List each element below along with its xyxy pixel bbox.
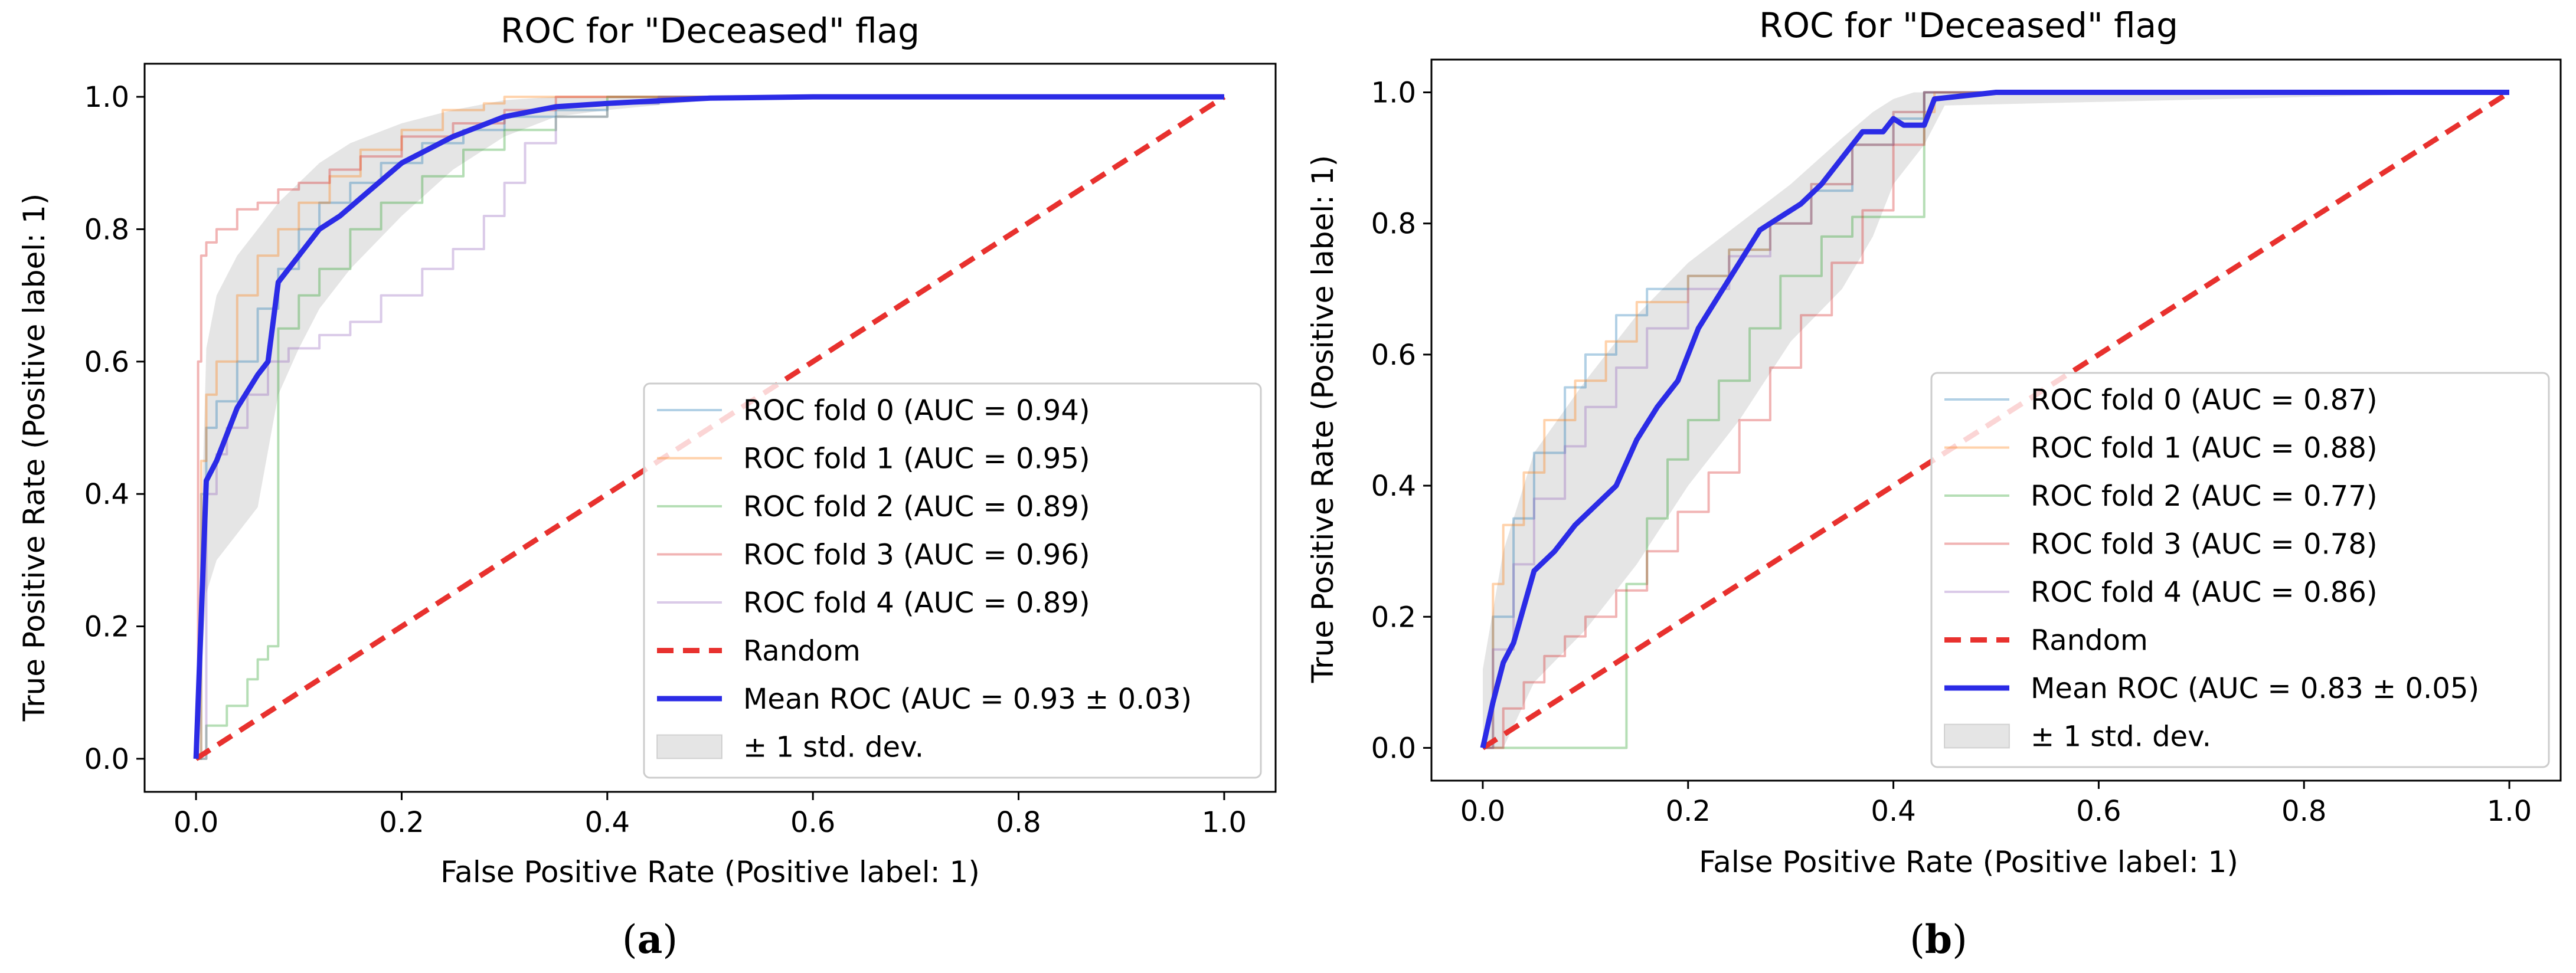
mean-roc-line xyxy=(1480,90,2509,749)
y-tick-label: 0.0 xyxy=(84,743,129,776)
y-tick-label: 1.0 xyxy=(84,81,129,114)
x-tick-label: 0.6 xyxy=(2076,795,2121,828)
x-tick-label: 1.0 xyxy=(2487,795,2532,828)
y-tick-label: 0.8 xyxy=(1371,208,1416,241)
legend-label: ROC fold 2 (AUC = 0.89) xyxy=(743,490,1090,523)
x-tick-label: 0.2 xyxy=(379,806,424,839)
x-tick-label: 0.0 xyxy=(1460,795,1505,828)
y-tick-label: 0.2 xyxy=(1371,601,1416,634)
legend-label: ROC fold 2 (AUC = 0.77) xyxy=(2031,480,2378,513)
fold-roc-line xyxy=(1483,91,2509,749)
y-tick-label: 0.6 xyxy=(1371,339,1416,372)
legend-label: ROC fold 4 (AUC = 0.89) xyxy=(743,587,1090,620)
plot-area: 0.0 0.2 0.4 0.6 0.8 1.0 0.0 0.2 0.4 0.6 0.8 1.0 xyxy=(1371,58,2562,828)
chart-title: ROC for "Deceased" flag xyxy=(501,11,920,51)
legend-label: ROC fold 1 (AUC = 0.88) xyxy=(2031,432,2378,465)
panel-b: ROC for "Deceased" flag True Positive Ra… xyxy=(1306,5,2562,962)
caption-close: ) xyxy=(662,917,678,962)
x-tick-label: 0.8 xyxy=(996,806,1041,839)
x-tick-label: 0.0 xyxy=(174,806,218,839)
y-tick-label: 0.2 xyxy=(84,611,129,644)
legend-label: Random xyxy=(743,635,861,668)
mean-roc-line xyxy=(193,94,1224,759)
legend-frame xyxy=(643,382,1262,779)
y-tick-label: 0.4 xyxy=(84,478,129,511)
caption-close: ) xyxy=(1952,917,1967,962)
legend-label: ± 1 std. dev. xyxy=(2031,720,2211,753)
x-axis-label: False Positive Rate (Positive label: 1) xyxy=(440,855,980,889)
legend-frame xyxy=(1930,372,2550,768)
caption-letter: b xyxy=(1925,916,1952,962)
caption-open: ( xyxy=(1910,917,1925,962)
legend-band-swatch xyxy=(656,734,723,759)
y-axis-label: True Positive Rate (Positive label: 1) xyxy=(1306,155,1340,683)
x-axis-label: False Positive Rate (Positive label: 1) xyxy=(1699,845,2238,879)
fold-roc-line xyxy=(1483,91,2509,749)
legend-label: Mean ROC (AUC = 0.93 ± 0.03) xyxy=(743,683,1192,716)
y-tick-label: 0.8 xyxy=(84,213,129,246)
panel-a: ROC for "Deceased" flag True Positive Ra… xyxy=(17,11,1277,962)
plot-marks xyxy=(1480,90,2511,751)
panel-caption: (a) xyxy=(622,916,678,962)
y-tick-label: 0.4 xyxy=(1371,470,1416,503)
caption-open: ( xyxy=(622,917,638,962)
legend-label: ROC fold 0 (AUC = 0.87) xyxy=(2031,384,2378,417)
legend-label: ± 1 std. dev. xyxy=(743,731,924,764)
x-tick-label: 0.8 xyxy=(2281,795,2326,828)
fold-roc-line xyxy=(1483,91,2509,749)
axes-frame xyxy=(1430,58,2562,782)
fold-roc-line xyxy=(196,96,1224,760)
legend-label: ROC fold 1 (AUC = 0.95) xyxy=(743,443,1090,476)
caption-letter: a xyxy=(638,916,663,962)
fold-roc-line xyxy=(196,96,1224,760)
fold-roc-line xyxy=(196,96,1224,760)
y-tick-label: 0.0 xyxy=(1371,732,1416,765)
fold-roc-line xyxy=(1483,91,2509,749)
legend: ROC fold 0 (AUC = 0.94) ROC fold 1 (AUC =… xyxy=(643,382,1262,779)
legend-label: ROC fold 4 (AUC = 0.86) xyxy=(2031,576,2378,609)
fold-roc-line xyxy=(196,96,1224,760)
y-tick-label: 1.0 xyxy=(1371,77,1416,110)
y-axis-label: True Positive Rate (Positive label: 1) xyxy=(17,194,51,722)
legend-label: ROC fold 3 (AUC = 0.96) xyxy=(743,539,1090,572)
x-tick-label: 1.0 xyxy=(1202,806,1247,839)
x-tick-label: 0.4 xyxy=(1871,795,1915,828)
x-tick-label: 0.4 xyxy=(585,806,630,839)
fold-roc-line xyxy=(1483,91,2509,749)
legend-label: Random xyxy=(2031,624,2148,657)
y-tick-label: 0.6 xyxy=(84,346,129,379)
chart-title: ROC for "Deceased" flag xyxy=(1759,5,2178,45)
legend-label: ROC fold 0 (AUC = 0.94) xyxy=(743,394,1090,427)
legend: ROC fold 0 (AUC = 0.87) ROC fold 1 (AUC =… xyxy=(1930,372,2550,768)
panel-caption: (b) xyxy=(1910,916,1967,962)
axes-frame xyxy=(143,63,1277,793)
legend-band-swatch xyxy=(1944,723,2010,749)
x-tick-label: 0.6 xyxy=(790,806,835,839)
legend-label: ROC fold 3 (AUC = 0.78) xyxy=(2031,528,2378,561)
std-dev-band xyxy=(1483,92,2509,748)
legend-label: Mean ROC (AUC = 0.83 ± 0.05) xyxy=(2031,672,2479,705)
x-tick-label: 0.2 xyxy=(1666,795,1711,828)
